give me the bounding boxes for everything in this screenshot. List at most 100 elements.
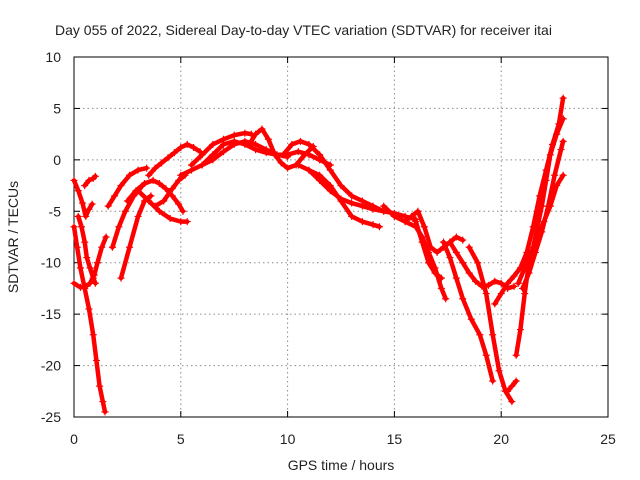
data-point [446, 254, 454, 262]
data-point [305, 140, 313, 148]
data-point [134, 187, 142, 195]
data-point [117, 274, 125, 282]
plot-frame [73, 56, 609, 418]
data-point [73, 243, 81, 251]
data-point [262, 146, 270, 154]
data-point [198, 151, 206, 159]
data-point [145, 171, 153, 179]
x-tick-label: 20 [493, 431, 509, 447]
data-point [538, 202, 546, 210]
data-point [559, 94, 567, 102]
data-point [145, 197, 153, 205]
data-point [459, 259, 467, 267]
series-arc-23 [440, 238, 497, 385]
data-point [369, 205, 377, 213]
data-point [183, 218, 191, 226]
data-point [140, 180, 148, 188]
data-point [482, 290, 490, 298]
data-point [546, 151, 554, 159]
data-point [467, 315, 475, 323]
data-point [166, 214, 174, 222]
data-point [465, 243, 473, 251]
series-arc-17 [279, 137, 388, 215]
data-point [177, 218, 185, 226]
data-point [407, 212, 415, 220]
tick-marks [73, 56, 609, 418]
data-point [542, 176, 550, 184]
data-point [175, 176, 183, 184]
y-tick-label: -25 [41, 409, 61, 425]
series-arc-30 [519, 137, 567, 292]
data-point [134, 212, 142, 220]
data-point [497, 279, 505, 287]
data-point [557, 146, 565, 154]
data-point [79, 199, 87, 207]
data-point [175, 200, 183, 208]
data-point [91, 172, 99, 180]
data-point [86, 279, 94, 287]
data-point [170, 149, 178, 157]
x-tick-label: 15 [387, 431, 403, 447]
series-arc-12 [151, 171, 189, 210]
series-trace [441, 239, 495, 384]
data-point [472, 277, 480, 285]
data-point [183, 140, 191, 148]
data-point [514, 279, 522, 287]
data-point [187, 161, 195, 169]
data-point [420, 223, 428, 231]
data-point [504, 387, 512, 395]
data-point [155, 180, 163, 188]
x-tick-label: 5 [177, 431, 185, 447]
data-point [230, 131, 238, 139]
data-point [209, 140, 217, 148]
data-point [433, 248, 441, 256]
data-point [83, 254, 91, 262]
series-arc-01 [70, 223, 109, 416]
data-point [337, 195, 345, 203]
data-point [98, 243, 106, 251]
data-point [121, 207, 129, 215]
series-arc-10 [134, 187, 191, 226]
data-point [508, 382, 516, 390]
y-tick-label: 10 [45, 49, 61, 65]
data-point [74, 212, 82, 220]
data-point [147, 192, 155, 200]
y-tick-label: -15 [41, 306, 61, 322]
data-point [465, 269, 473, 277]
data-series [70, 94, 567, 416]
data-point [82, 282, 90, 290]
data-point [93, 259, 101, 267]
data-point [497, 290, 505, 298]
series-arc-02 [70, 176, 96, 220]
data-point [418, 238, 426, 246]
series-trace [520, 139, 566, 291]
data-point [70, 279, 78, 287]
data-point [521, 290, 529, 298]
data-point [123, 197, 131, 205]
data-point [102, 233, 110, 241]
data-point [375, 223, 383, 231]
data-point [369, 221, 377, 229]
data-point [89, 331, 97, 339]
data-point [151, 164, 159, 172]
data-point [431, 269, 439, 277]
data-point [134, 166, 142, 174]
data-point [316, 151, 324, 159]
series-arc-16 [245, 125, 317, 172]
data-point [446, 238, 454, 246]
data-point [559, 137, 567, 145]
data-point [326, 166, 334, 174]
series-trace [82, 174, 98, 188]
data-point [296, 137, 304, 145]
data-point [512, 351, 520, 359]
data-point [316, 176, 324, 184]
data-point [476, 331, 484, 339]
data-point [126, 243, 134, 251]
series-arc-14 [187, 129, 255, 169]
data-point [151, 202, 159, 210]
data-point [82, 212, 90, 220]
data-point [425, 259, 433, 267]
data-point [149, 176, 157, 184]
data-point [401, 218, 409, 226]
x-tick-label: 10 [280, 431, 296, 447]
